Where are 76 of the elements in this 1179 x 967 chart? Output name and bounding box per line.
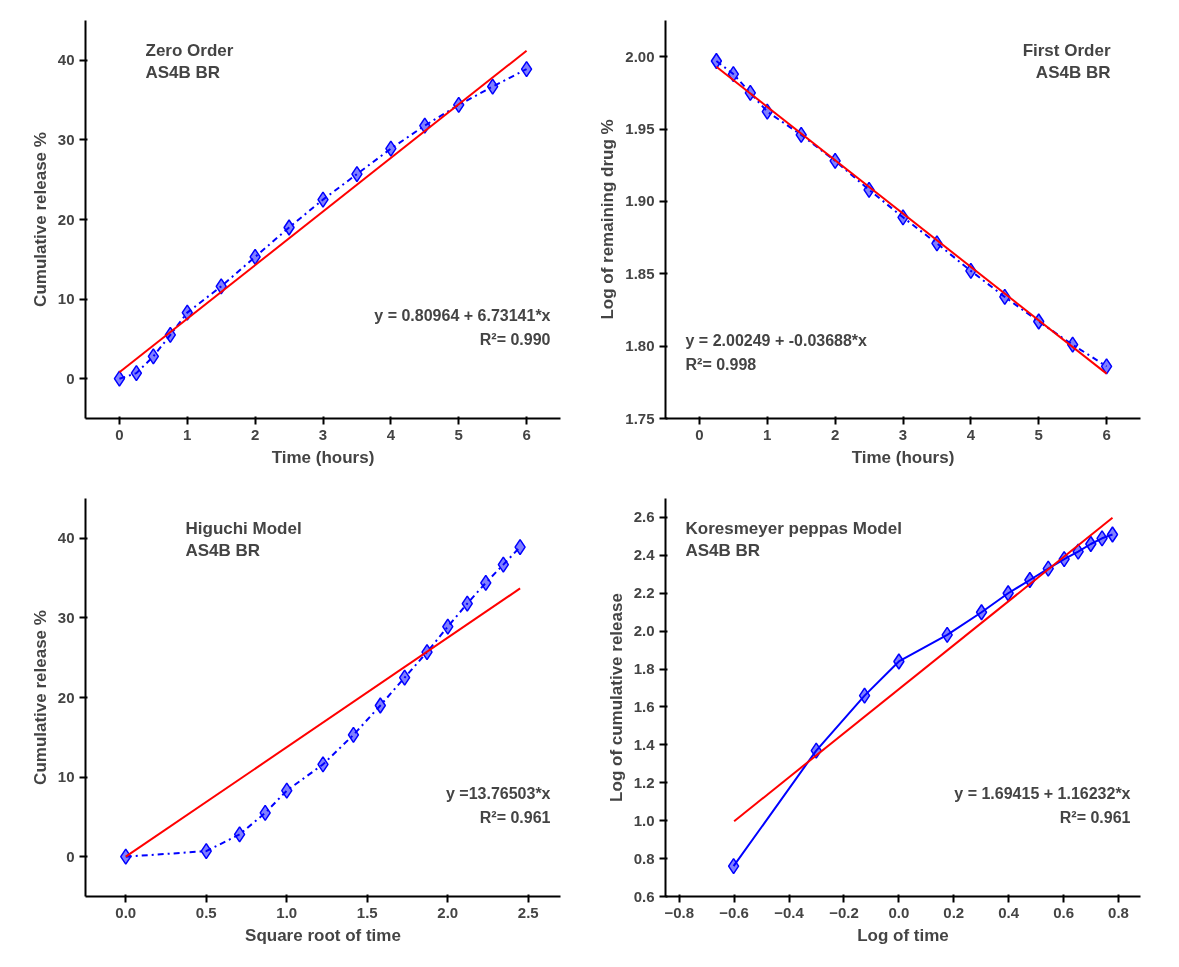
- x-tick-label: 5: [454, 425, 463, 443]
- y-tick-label: 10: [57, 768, 75, 786]
- y-tick-label: 2.0: [633, 622, 655, 640]
- x-tick-label: 1.5: [356, 903, 378, 921]
- x-axis-title: Log of time: [857, 925, 949, 945]
- annotation: y = 1.69415 + 1.16232*x: [954, 784, 1131, 802]
- y-tick-label: 1.2: [633, 773, 655, 791]
- y-tick-label: 2.2: [633, 584, 655, 602]
- x-tick-label: 2: [250, 425, 260, 443]
- y-tick-label: 1.90: [625, 192, 655, 210]
- annotation: y = 2.00249 + -0.03688*x: [685, 331, 868, 349]
- text: Zero Order AS4B BR: [145, 40, 234, 83]
- y-tick-label: 30: [57, 608, 75, 626]
- x-tick-label: 6: [1102, 425, 1111, 443]
- x-tick-label: 0.5: [195, 903, 217, 921]
- text: Koresmeyer peppas Model AS4B BR: [685, 518, 902, 561]
- annotation: y =13.76503*x: [445, 784, 551, 802]
- y-tick-label: 0.8: [633, 849, 655, 867]
- x-tick-label: 1: [763, 425, 772, 443]
- text: First Order AS4B BR: [1022, 40, 1111, 83]
- y-tick-label: 40: [57, 51, 75, 69]
- y-axis-title: Log of cumulative release: [606, 593, 626, 802]
- x-tick-label: 1.0: [276, 903, 298, 921]
- x-tick-label: 3: [318, 425, 328, 443]
- y-tick-label: 0: [66, 847, 75, 865]
- x-tick-label: −0.2: [829, 903, 859, 921]
- x-tick-label: 0.6: [1053, 903, 1075, 921]
- x-tick-label: 1: [183, 425, 192, 443]
- annotation: R²= 0.961: [1059, 808, 1131, 826]
- x-tick-label: 0.2: [943, 903, 965, 921]
- y-tick-label: 1.80: [625, 337, 655, 355]
- x-tick-label: 4: [386, 425, 396, 443]
- x-tick-label: 3: [898, 425, 908, 443]
- x-tick-label: 2.5: [517, 903, 539, 921]
- x-tick-label: −0.6: [719, 903, 749, 921]
- y-tick-label: 20: [57, 210, 75, 228]
- y-axis-title: Log of remaining drug %: [598, 119, 618, 320]
- x-axis-title: Time (hours): [851, 447, 955, 467]
- x-tick-label: 0: [695, 425, 704, 443]
- y-tick-label: 1.75: [625, 409, 655, 427]
- x-axis-title: Square root of time: [245, 925, 401, 945]
- x-tick-label: 4: [966, 425, 976, 443]
- y-tick-label: 2.4: [633, 546, 656, 564]
- y-tick-label: 1.85: [625, 264, 655, 282]
- annotation: R²= 0.990: [479, 330, 551, 348]
- y-tick-label: 1.4: [633, 735, 656, 753]
- x-axis-title: Time (hours): [271, 447, 375, 467]
- x-tick-label: 6: [522, 425, 531, 443]
- y-tick-label: 0.6: [633, 887, 655, 905]
- y-tick-label: 1.0: [633, 811, 655, 829]
- y-axis-title: Cumulative release %: [30, 610, 50, 785]
- x-tick-label: −0.4: [774, 903, 805, 921]
- y-tick-label: 10: [57, 290, 75, 308]
- text: Higuchi Model AS4B BR: [185, 518, 302, 561]
- y-tick-label: 20: [57, 688, 75, 706]
- y-tick-label: 40: [57, 529, 75, 547]
- y-axis-title: Cumulative release %: [30, 132, 50, 307]
- x-tick-label: 0.4: [998, 903, 1020, 921]
- x-tick-label: 2: [830, 425, 840, 443]
- y-tick-label: 1.95: [625, 120, 655, 138]
- x-tick-label: 0: [115, 425, 124, 443]
- y-tick-label: 0: [66, 369, 75, 387]
- annotation: y = 0.80964 + 6.73141*x: [374, 306, 551, 324]
- x-tick-label: 0.0: [115, 903, 137, 921]
- annotation: R²= 0.961: [479, 808, 551, 826]
- y-tick-label: 1.8: [633, 660, 655, 678]
- x-tick-label: 2.0: [437, 903, 459, 921]
- y-tick-label: 30: [57, 130, 75, 148]
- y-tick-label: 2.00: [625, 47, 655, 65]
- x-tick-label: 0.0: [888, 903, 910, 921]
- y-tick-label: 1.6: [633, 697, 655, 715]
- y-tick-label: 2.6: [633, 508, 655, 526]
- x-tick-label: 0.8: [1108, 903, 1129, 921]
- x-tick-label: 5: [1034, 425, 1043, 443]
- x-tick-label: −0.8: [664, 903, 695, 921]
- annotation: R²= 0.998: [685, 355, 757, 373]
